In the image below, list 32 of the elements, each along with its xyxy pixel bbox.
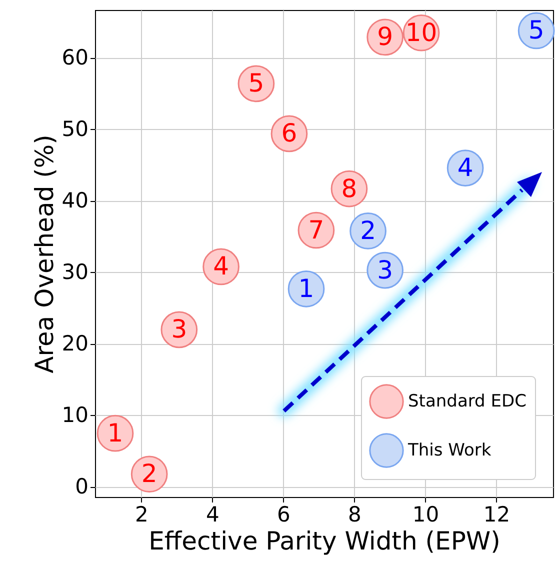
annotation: 7 (308, 215, 324, 244)
legend-label: Standard EDC (408, 392, 526, 412)
y-tick-label: 30 (62, 260, 88, 284)
annotation: 1 (298, 274, 314, 303)
x-tick-label: 8 (348, 502, 362, 526)
x-tick-label: 6 (276, 502, 290, 526)
annotation: 8 (341, 174, 358, 203)
annotation: 3 (377, 255, 394, 284)
y-tick-label: 10 (62, 402, 88, 427)
annotation: 6 (281, 118, 298, 148)
x-tick-label: 12 (483, 502, 510, 526)
annotation: 4 (457, 153, 474, 182)
y-tick-label: 50 (62, 116, 88, 141)
annotation: 2 (360, 216, 376, 245)
annotation: 5 (528, 16, 544, 45)
y-tick-label: 20 (62, 331, 88, 356)
y-tick-label: 40 (62, 188, 88, 212)
legend-label: This Work (407, 440, 492, 460)
annotation: 2 (141, 459, 158, 488)
x-tick-label: 10 (412, 502, 440, 526)
annotation: 9 (377, 22, 394, 52)
y-tick-label: 0 (75, 474, 88, 498)
x-axis-title: Effective Parity Width (EPW) (148, 526, 500, 556)
x-tick-label: 2 (134, 502, 148, 526)
y-axis-title: Area Overhead (%) (30, 134, 59, 374)
annotation: 1 (107, 418, 124, 448)
y-tick-label: 60 (62, 45, 88, 70)
annotation: 10 (405, 18, 438, 47)
annotation: 4 (213, 252, 229, 281)
annotation: 3 (171, 314, 188, 344)
x-tick-label: 4 (206, 502, 220, 526)
annotation: 5 (248, 68, 264, 98)
